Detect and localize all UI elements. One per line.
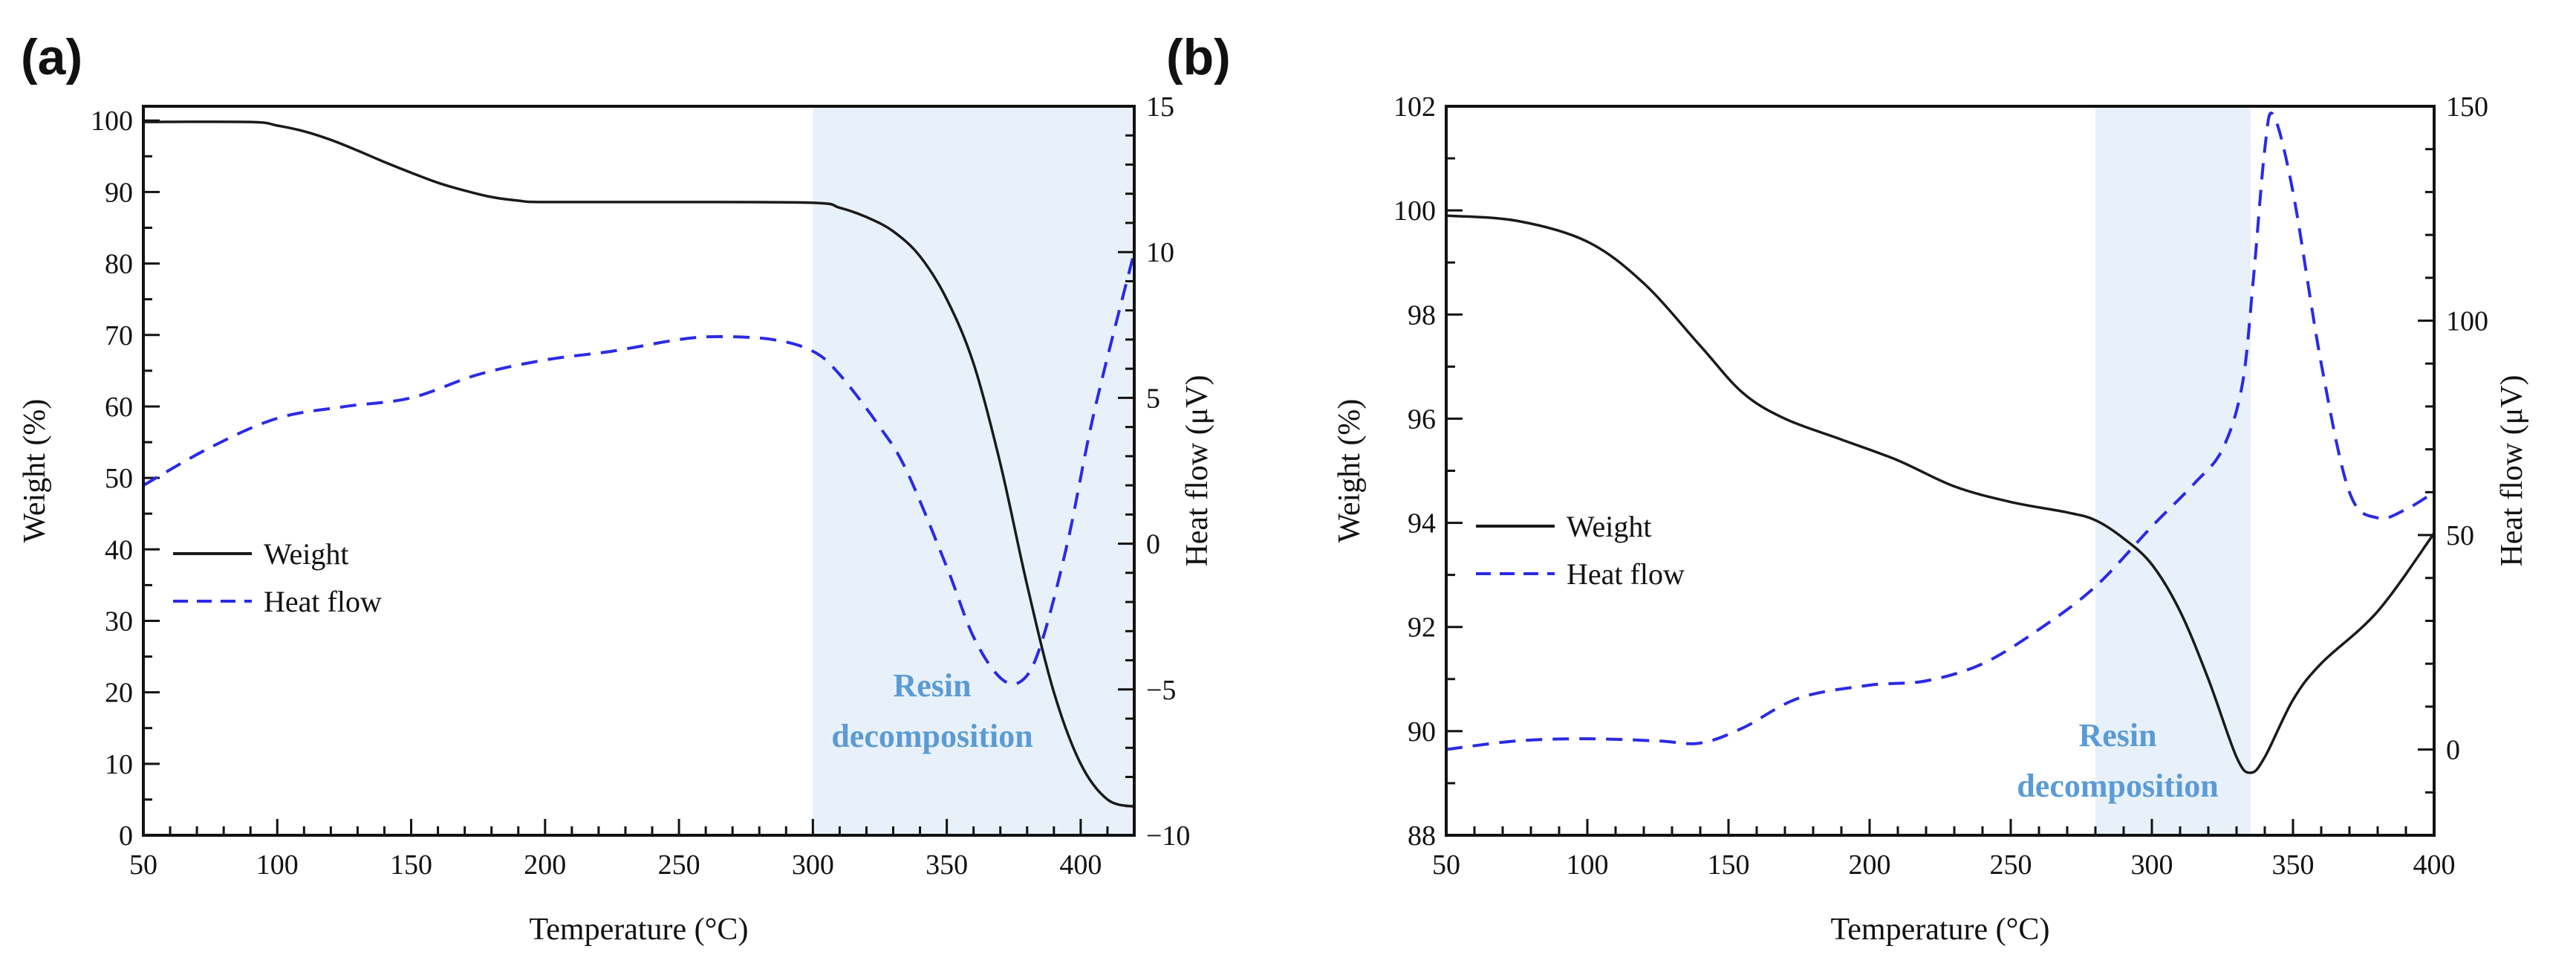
shaded-region bbox=[2095, 106, 2251, 835]
resin-decomposition-label: Resin bbox=[893, 667, 971, 704]
y2-tick-label: −10 bbox=[1146, 820, 1190, 852]
x-tick-label: 200 bbox=[1849, 849, 1891, 881]
y-tick-label: 0 bbox=[119, 820, 133, 852]
plot-frame bbox=[1445, 105, 2436, 837]
y-axis-title: Weight (%) bbox=[1333, 399, 1367, 543]
x-tick-label: 150 bbox=[1708, 849, 1750, 881]
x-tick-label: 300 bbox=[2131, 849, 2173, 881]
y2-axis-title: Heat flow (μV) bbox=[2495, 375, 2529, 566]
y-tick-label: 98 bbox=[1408, 299, 1436, 331]
legend-label: Heat flow bbox=[264, 585, 382, 618]
heat-flow-line bbox=[143, 251, 1136, 686]
x-tick-label: 150 bbox=[390, 849, 432, 881]
y-tick-label: 50 bbox=[105, 463, 133, 494]
heat-flow-line bbox=[1445, 111, 2436, 751]
y2-axis-title: Heat flow (μV) bbox=[1180, 375, 1214, 566]
legend-label: Weight bbox=[1567, 510, 1652, 543]
y2-tick-label: −5 bbox=[1146, 675, 1176, 706]
y2-tick-label: 50 bbox=[2446, 520, 2474, 551]
y-tick-label: 92 bbox=[1408, 612, 1436, 644]
y-tick-label: 60 bbox=[105, 392, 133, 423]
panel-label: (b) bbox=[1166, 29, 1231, 85]
x-tick-label: 250 bbox=[658, 849, 700, 881]
x-tick-label: 100 bbox=[256, 849, 299, 881]
y2-tick-label: 15 bbox=[1146, 91, 1174, 123]
chart-panel-b: (b) 50 100 150 200 250 300 350 400 88 90 92 94 96 98 10… bbox=[1166, 29, 2529, 947]
legend: Weight Heat flow bbox=[173, 537, 382, 618]
y-tick-label: 40 bbox=[105, 534, 133, 566]
y2-tick-label: 0 bbox=[2446, 735, 2460, 766]
x-tick-label: 100 bbox=[1567, 849, 1609, 881]
y-axis-title: Weight (%) bbox=[18, 399, 52, 543]
y-tick-label: 30 bbox=[105, 606, 133, 637]
resin-decomposition-label: Resin bbox=[2078, 717, 2156, 754]
y-tick-label: 88 bbox=[1408, 820, 1436, 852]
x-tick-label: 50 bbox=[129, 849, 157, 881]
y-tick-label: 80 bbox=[105, 249, 133, 280]
y-tick-label: 10 bbox=[105, 749, 133, 780]
x-tick-label: 50 bbox=[1432, 849, 1460, 881]
y-tick-label: 94 bbox=[1408, 508, 1436, 540]
y2-tick-label: 5 bbox=[1146, 383, 1160, 414]
y-tick-label: 90 bbox=[105, 177, 133, 208]
x-tick-label: 350 bbox=[2272, 849, 2315, 881]
y2-tick-label: 100 bbox=[2446, 306, 2488, 337]
x-axis-title: Temperature (°C) bbox=[1831, 913, 2050, 947]
x-tick-label: 200 bbox=[524, 849, 566, 881]
x-tick-label: 350 bbox=[926, 849, 968, 881]
y2-tick-label: 10 bbox=[1146, 237, 1174, 268]
y-tick-label: 20 bbox=[105, 678, 133, 709]
y-tick-label: 90 bbox=[1408, 716, 1436, 748]
y2-tick-label: 150 bbox=[2446, 91, 2488, 123]
resin-decomposition-label: decomposition bbox=[831, 718, 1032, 754]
x-tick-label: 300 bbox=[792, 849, 834, 881]
x-tick-label: 400 bbox=[2413, 849, 2456, 881]
y-tick-label: 100 bbox=[1393, 195, 1436, 227]
y2-tick-label: 0 bbox=[1146, 529, 1160, 560]
legend: Weight Heat flow bbox=[1476, 510, 1685, 591]
panel-label: (a) bbox=[21, 29, 82, 85]
resin-decomposition-label: decomposition bbox=[2017, 768, 2218, 804]
plot-frame bbox=[142, 105, 1136, 837]
x-axis-title: Temperature (°C) bbox=[530, 913, 749, 947]
y-tick-label: 96 bbox=[1408, 404, 1436, 435]
y-tick-label: 100 bbox=[91, 106, 133, 137]
x-tick-label: 400 bbox=[1059, 849, 1102, 881]
legend-label: Heat flow bbox=[1567, 557, 1685, 591]
weight-line bbox=[1445, 214, 2436, 774]
x-tick-label: 250 bbox=[1990, 849, 2032, 881]
legend-label: Weight bbox=[264, 537, 349, 571]
y-tick-label: 102 bbox=[1393, 91, 1436, 123]
weight-line bbox=[143, 120, 1135, 809]
y-tick-label: 70 bbox=[105, 320, 133, 351]
chart-panel-a: (a)50 100 150 200 250 300 350 40001020304050607… bbox=[18, 29, 1214, 947]
